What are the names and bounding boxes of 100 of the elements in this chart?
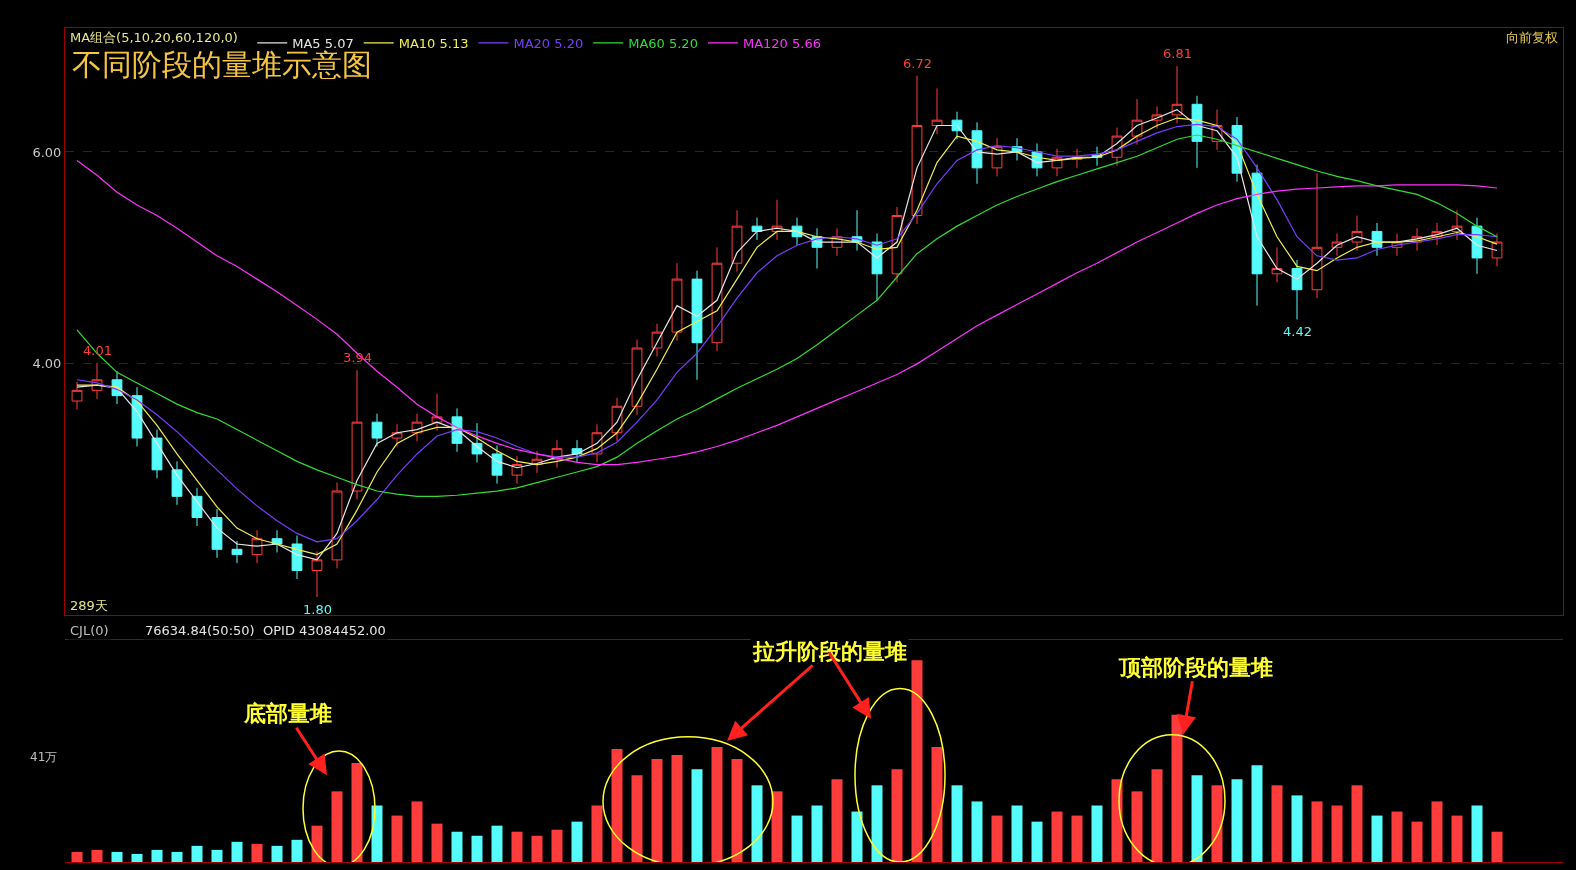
bar (91, 849, 103, 862)
annotation: 拉升阶段的量堆 (752, 638, 907, 664)
bar (1031, 821, 1043, 862)
bar (911, 660, 923, 862)
candlestick (1271, 246, 1283, 283)
bar (1411, 821, 1423, 862)
bar (431, 823, 443, 862)
candlestick (631, 339, 643, 416)
bar (251, 843, 263, 862)
bar (631, 775, 643, 862)
bar (271, 845, 283, 862)
candlestick (511, 455, 523, 485)
candlestick (911, 75, 923, 225)
bar (1071, 815, 1083, 862)
candlestick (171, 460, 183, 506)
bar (571, 821, 583, 862)
bar (231, 841, 243, 862)
bar (591, 805, 603, 862)
bar (531, 835, 543, 862)
bar (491, 825, 503, 862)
bar (811, 805, 823, 862)
bar (1111, 779, 1123, 862)
annotation: 6.81 (1163, 46, 1192, 61)
annotation: 底部量堆 (243, 700, 332, 726)
bar (311, 825, 323, 862)
bar (971, 801, 983, 862)
bar (771, 791, 783, 862)
bar (411, 801, 423, 862)
bar (151, 849, 163, 862)
bar (611, 748, 623, 862)
candlestick (491, 444, 503, 485)
bar (1191, 775, 1203, 862)
annotation: 顶部阶段的量堆 (1118, 654, 1273, 680)
legend-label: MA10 5.13 (398, 36, 469, 52)
bar (1451, 815, 1463, 862)
bar (391, 815, 403, 862)
bar (711, 746, 723, 862)
bar (131, 853, 143, 862)
bar (111, 851, 123, 862)
bar (1311, 801, 1323, 862)
candlestick (331, 482, 343, 569)
candlestick (151, 429, 163, 479)
candlestick (231, 540, 243, 564)
candlestick (671, 262, 683, 342)
text: OPID 43084452.00 (263, 623, 386, 638)
bar (211, 849, 223, 862)
legend-label: MA20 5.20 (513, 36, 584, 52)
bar (471, 835, 483, 862)
text: 76634.84(50:50) (145, 623, 255, 638)
bar (1091, 805, 1103, 862)
candlestick (571, 439, 583, 463)
bar (731, 759, 743, 862)
candlestick (1251, 164, 1263, 307)
annotation: 289天 (70, 598, 108, 613)
bar (511, 831, 523, 862)
bar (1231, 779, 1243, 862)
bar (791, 815, 803, 862)
candlestick (751, 217, 763, 241)
bar (71, 851, 83, 862)
candlestick (1311, 172, 1323, 299)
bar (991, 815, 1003, 862)
candlestick (731, 209, 743, 273)
line-series (76, 159, 1498, 466)
bar (751, 785, 763, 862)
annotation: 1.80 (303, 602, 332, 617)
bar (1051, 811, 1063, 862)
bar (871, 785, 883, 862)
bar (891, 769, 903, 862)
annotation: 向前复权 (1506, 30, 1558, 45)
bar (171, 851, 183, 862)
bar (191, 845, 203, 862)
candlestick (431, 393, 443, 432)
legend-label: MA60 5.20 (628, 36, 698, 52)
annotation: 4.42 (1283, 324, 1312, 339)
candlestick (371, 413, 383, 448)
candlestick (351, 369, 363, 501)
candlestick (471, 422, 483, 463)
candlestick (291, 535, 303, 580)
bar (1211, 785, 1223, 862)
bar (331, 791, 343, 862)
bar (691, 769, 703, 862)
candlestick (711, 246, 723, 352)
candlestick (1291, 259, 1303, 320)
candlestick (1171, 65, 1183, 124)
bar (1471, 805, 1483, 862)
candlestick (211, 508, 223, 559)
candlestick (691, 270, 703, 381)
candlestick (311, 550, 323, 598)
bar (351, 763, 363, 862)
legend-label: MA120 5.66 (742, 36, 821, 52)
bar (851, 811, 863, 862)
y-tick-label: 6.00 (32, 144, 62, 160)
annotation: 6.72 (903, 56, 932, 71)
bar (651, 759, 663, 862)
text: 不同阶段的量堆示意图 (72, 47, 373, 83)
bar (1491, 831, 1503, 862)
bar (1291, 795, 1303, 862)
bar (1271, 785, 1283, 862)
bar (1251, 765, 1263, 862)
y-tick-label: 4.00 (32, 356, 62, 372)
